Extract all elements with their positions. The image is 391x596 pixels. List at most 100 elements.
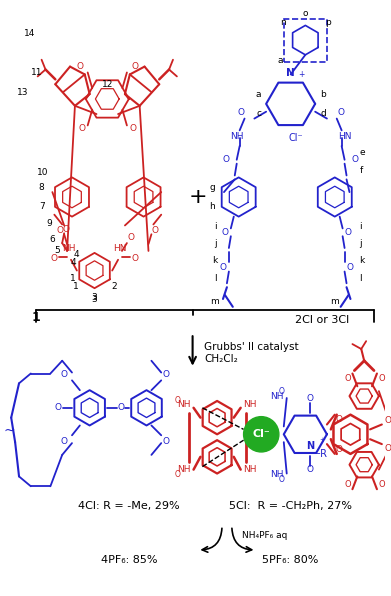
Text: O: O [222, 155, 230, 164]
Text: NH: NH [230, 132, 244, 141]
Text: O: O [384, 416, 391, 425]
Text: O: O [163, 370, 170, 379]
Text: CH₂Cl₂: CH₂Cl₂ [204, 354, 238, 364]
Text: N: N [306, 441, 314, 451]
Text: a: a [277, 56, 283, 65]
Text: O: O [163, 437, 170, 446]
Text: O: O [152, 226, 159, 235]
Text: NH: NH [62, 244, 76, 253]
Text: i: i [215, 222, 217, 231]
Text: 4: 4 [70, 258, 76, 267]
Text: 1: 1 [70, 274, 76, 283]
Text: NH: NH [244, 401, 257, 409]
Text: O: O [55, 403, 62, 412]
Text: −R: −R [312, 449, 328, 459]
Text: p: p [325, 18, 331, 27]
Text: n: n [280, 18, 286, 27]
Text: 4: 4 [73, 250, 79, 259]
Text: j: j [359, 238, 362, 247]
Text: O: O [345, 228, 352, 237]
Text: O: O [307, 465, 314, 474]
Text: d: d [320, 109, 326, 118]
Text: O: O [347, 263, 354, 272]
Text: e: e [359, 148, 365, 157]
Text: g: g [210, 183, 215, 192]
Text: O: O [378, 480, 385, 489]
Text: O: O [61, 437, 68, 446]
Text: O: O [335, 445, 342, 454]
Text: O: O [78, 124, 85, 133]
Text: O: O [127, 232, 135, 242]
Text: k: k [212, 256, 217, 265]
Text: O: O [378, 374, 385, 383]
Text: 7: 7 [39, 202, 45, 212]
Text: O: O [279, 387, 285, 396]
Text: O: O [61, 370, 68, 379]
Text: o: o [303, 9, 308, 18]
Text: c: c [256, 109, 261, 118]
Text: m: m [330, 297, 339, 306]
Text: O: O [344, 480, 351, 489]
Text: 5: 5 [54, 246, 60, 256]
Text: O: O [175, 470, 181, 479]
Text: 3: 3 [91, 296, 97, 305]
Text: NH₄PF₆ aq: NH₄PF₆ aq [242, 531, 287, 540]
Text: NH: NH [177, 465, 191, 474]
Text: O: O [51, 254, 58, 263]
Text: O: O [175, 396, 181, 405]
Text: 3: 3 [91, 293, 97, 303]
Text: 4PF₆: 85%: 4PF₆: 85% [100, 555, 157, 565]
Text: a: a [256, 89, 261, 98]
Text: k: k [359, 256, 364, 265]
Text: NH: NH [244, 465, 257, 474]
Text: O: O [131, 62, 138, 71]
Text: i: i [359, 222, 362, 231]
Text: ~: ~ [4, 423, 15, 437]
Text: 5Cl:  R = -CH₂Ph, 27%: 5Cl: R = -CH₂Ph, 27% [229, 501, 352, 511]
Text: O: O [344, 374, 351, 383]
Text: O: O [129, 124, 136, 133]
Text: f: f [359, 166, 362, 175]
Text: O: O [352, 155, 359, 164]
Text: 12: 12 [102, 80, 113, 89]
Text: h: h [210, 202, 215, 212]
Text: 9: 9 [47, 219, 52, 228]
Text: 1: 1 [31, 311, 40, 324]
Text: m: m [210, 297, 219, 306]
Text: O: O [337, 108, 344, 117]
Text: 5PF₆: 80%: 5PF₆: 80% [262, 555, 319, 565]
Text: b: b [320, 89, 326, 98]
Text: O: O [221, 228, 228, 237]
Text: NH: NH [270, 392, 284, 401]
Text: HN: HN [113, 244, 127, 253]
Text: Cl⁻: Cl⁻ [288, 133, 303, 143]
Text: NH: NH [270, 470, 284, 479]
Text: Grubbs' II catalyst: Grubbs' II catalyst [204, 342, 299, 352]
Text: j: j [215, 238, 217, 247]
Text: +: + [319, 437, 325, 443]
Text: O: O [219, 263, 226, 272]
Text: N: N [286, 69, 295, 79]
Text: 10: 10 [37, 168, 48, 177]
Text: O: O [237, 108, 244, 117]
Text: 1: 1 [73, 282, 79, 291]
Text: O: O [57, 226, 64, 235]
Text: 14: 14 [24, 29, 36, 38]
Text: Cl⁻: Cl⁻ [252, 429, 270, 439]
Text: 11: 11 [31, 68, 43, 77]
Text: 6: 6 [50, 235, 55, 244]
Text: O: O [335, 415, 342, 424]
Text: +: + [188, 187, 207, 207]
Text: NH: NH [177, 401, 191, 409]
Text: 13: 13 [17, 88, 29, 97]
Text: O: O [279, 475, 285, 484]
Text: 2: 2 [111, 282, 117, 291]
Text: O: O [118, 403, 124, 412]
Text: O: O [384, 443, 391, 452]
Text: l: l [215, 274, 217, 283]
Text: +: + [298, 70, 305, 79]
Text: 2Cl or 3Cl: 2Cl or 3Cl [295, 315, 350, 325]
Text: O: O [76, 62, 83, 71]
Circle shape [244, 417, 279, 452]
Text: 8: 8 [39, 183, 45, 192]
